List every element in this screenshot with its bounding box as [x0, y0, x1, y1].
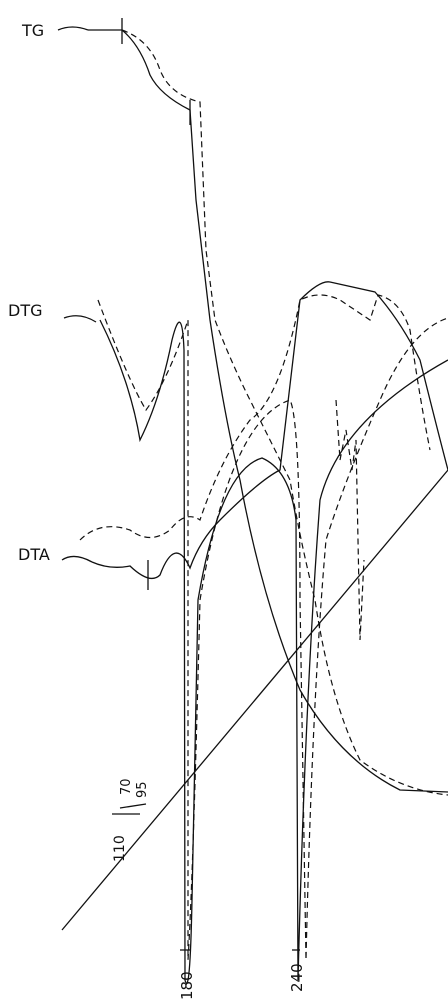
temperature-label: 180	[178, 971, 196, 1000]
temperature-label: 70	[119, 778, 134, 795]
dtg-dashed	[98, 300, 448, 960]
thermogram: TG DTG DTA 70 95 110 180 240	[0, 0, 448, 1002]
temperature-label: 110	[112, 835, 128, 862]
tg-dashed	[122, 30, 448, 795]
dta-dashed	[80, 295, 430, 540]
dtg-label: DTG	[8, 301, 43, 320]
dta-dashed-peaks	[336, 400, 364, 640]
dta-leader	[62, 556, 92, 562]
tg-leader	[58, 27, 88, 30]
tg-label: TG	[21, 21, 44, 40]
tg-solid	[88, 30, 448, 792]
dtg-leader	[64, 316, 96, 322]
page: TG DTG DTA 70 95 110 180 240 (() => { co…	[0, 0, 448, 1002]
dta-label: DTA	[18, 545, 50, 564]
temperature-label: 95	[135, 781, 150, 798]
dtg-solid	[100, 320, 448, 983]
mark-70	[120, 804, 146, 808]
temperature-label: 240	[288, 963, 306, 992]
